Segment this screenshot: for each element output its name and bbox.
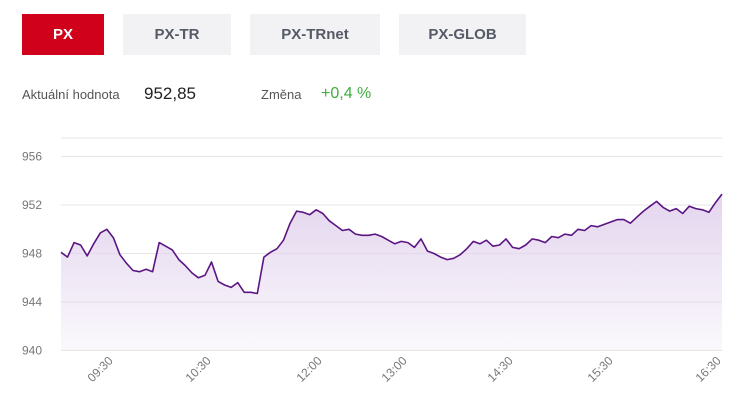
series-line bbox=[60, 193, 723, 295]
y-tick-label: 956 bbox=[22, 150, 42, 164]
x-tick-label: 12:00 bbox=[294, 353, 325, 384]
x-tick-label: 15:30 bbox=[585, 353, 616, 384]
tab-px-trnet[interactable]: PX-TRnet bbox=[250, 14, 380, 55]
x-tick-label: 09:30 bbox=[85, 353, 116, 384]
y-tick-label: 948 bbox=[22, 247, 42, 261]
x-tick-label: 10:30 bbox=[183, 353, 214, 384]
tab-px-tr[interactable]: PX-TR bbox=[123, 14, 231, 55]
current-value-label: Aktuální hodnota bbox=[22, 87, 120, 102]
tab-px-glob[interactable]: PX-GLOB bbox=[399, 14, 526, 55]
y-tick-label: 944 bbox=[22, 295, 42, 309]
x-tick-label: 14:30 bbox=[485, 353, 516, 384]
index-stats: Aktuální hodnota 952,85 Změna +0,4 % bbox=[22, 84, 722, 104]
y-tick-label: 940 bbox=[22, 344, 42, 358]
tab-px[interactable]: PX bbox=[22, 14, 104, 55]
y-tick-label: 952 bbox=[22, 198, 42, 212]
x-tick-label: 13:00 bbox=[379, 353, 410, 384]
change-label: Změna bbox=[261, 87, 302, 102]
index-tabs: PX PX-TR PX-TRnet PX-GLOB bbox=[22, 14, 526, 55]
change-value: +0,4 % bbox=[321, 85, 372, 102]
current-value: 952,85 bbox=[144, 84, 196, 103]
x-tick-label: 16:30 bbox=[693, 353, 724, 384]
series-area bbox=[61, 194, 722, 351]
index-chart: 956 952 948 944 940 09:30 10:30 12:00 13:00 14:30… bbox=[22, 137, 724, 385]
